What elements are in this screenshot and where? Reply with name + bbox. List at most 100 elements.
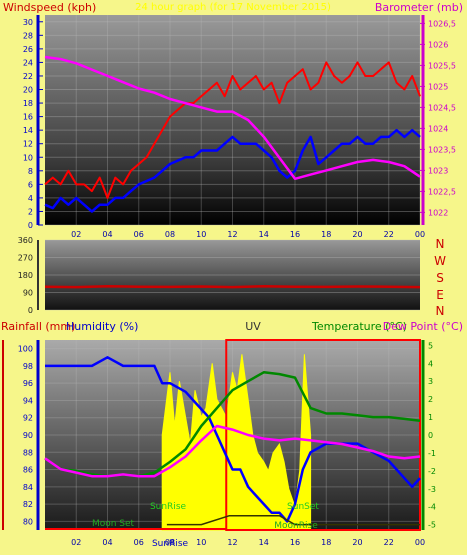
compass-label-w: W	[434, 254, 446, 268]
humidity-time-tick-label: 00	[415, 538, 425, 547]
temperature-tick-label: 4	[428, 359, 433, 368]
dewpoint-axis-title: Dew Point (°C)	[383, 320, 463, 333]
barometer-tick-label: 1024,5	[428, 103, 456, 112]
humidity-line	[45, 356, 421, 523]
barometer-tick-label: 1026	[428, 40, 448, 49]
windspeed-tick-label: 18	[23, 99, 33, 108]
wind-time-axis: 02 04 06 08 10 12 14 16 18 20 22 00	[71, 230, 425, 239]
humidity-time-tick-label: 22	[384, 538, 394, 547]
wind-time-tick-label: 18	[321, 230, 331, 239]
humidity-tick-label: 98	[23, 362, 33, 371]
wind-panel-background	[45, 15, 420, 225]
wind-series	[44, 55, 421, 213]
humidity-time-tick-label: 08	[165, 538, 175, 547]
moonset-label: Moon Set	[92, 519, 135, 529]
humidity-tick-label: 90	[23, 431, 33, 440]
temperature-tick-label: -1	[428, 449, 436, 458]
temperature-tick-label: -3	[428, 485, 436, 494]
dewpoint-line	[44, 424, 421, 478]
wind-time-tick-label: 10	[196, 230, 206, 239]
direction-panel-grid	[45, 239, 420, 311]
windspeed-tick-label: 30	[23, 18, 33, 27]
direction-axis: 0 90 180 270 360	[18, 236, 33, 315]
direction-line	[44, 285, 421, 289]
humidity-time-tick-label: 02	[71, 538, 81, 547]
windspeed-tick-label: 12	[23, 140, 33, 149]
windspeed-tick-label: 4	[28, 194, 33, 203]
barometer-axis: 1022 1022,5 1023 1023,5 1024 1024,5 1025 1025,5…	[420, 19, 456, 217]
windspeed-tick-label: 6	[28, 180, 33, 189]
direction-tick-label: 270	[18, 254, 33, 263]
wind-time-tick-label: 16	[290, 230, 300, 239]
humidity-time-tick-label: 10	[196, 538, 206, 547]
barometer-tick-label: 1023	[428, 166, 448, 175]
wind-time-tick-label: 20	[352, 230, 362, 239]
wind-time-tick-label: 00	[415, 230, 425, 239]
compass-label-s: S	[436, 271, 444, 285]
barometer-tick-label: 1025	[428, 82, 448, 91]
windspeed-tick-label: 24	[23, 58, 33, 67]
temperature-tick-label: -4	[428, 503, 436, 512]
windspeed-tick-label: 20	[23, 86, 33, 95]
direction-tick-label: 360	[18, 236, 33, 245]
temperature-tick-label: 3	[428, 377, 433, 386]
gust-line	[44, 61, 421, 199]
humidity-time-tick-label: 04	[102, 538, 112, 547]
uv-title: UV	[245, 320, 261, 333]
wind-time-tick-label: 08	[165, 230, 175, 239]
windspeed-tick-label: 2	[28, 207, 33, 216]
compass-label-n-top: N	[436, 237, 445, 251]
humidity-time-tick-label: 18	[321, 538, 331, 547]
graph-title: 24 hour graph (for 17 November 2015)	[135, 2, 331, 13]
humidity-time-tick-label: 12	[227, 538, 237, 547]
sunrise-axis-label: SunRise	[152, 539, 189, 549]
rainfall-axis-title: Rainfall (mm)	[1, 320, 75, 333]
wind-time-tick-label: 06	[134, 230, 144, 239]
humidity-tick-label: 86	[23, 466, 33, 475]
direction-tick-label: 0	[28, 306, 33, 315]
compass-label-n-bottom: N	[436, 304, 445, 318]
temperature-tick-label: 5	[428, 341, 433, 350]
direction-tick-label: 90	[23, 289, 33, 298]
humidity-series	[44, 339, 421, 531]
temperature-tick-label: -2	[428, 467, 436, 476]
temperature-tick-label: -5	[428, 521, 436, 530]
barometer-tick-label: 1022,5	[428, 187, 456, 196]
temperature-tick-label: 1	[428, 413, 433, 422]
windspeed-tick-label: 8	[28, 167, 33, 176]
humidity-tick-label: 82	[23, 500, 33, 509]
humidity-tick-label: 94	[23, 396, 33, 405]
moonrise-label: MoonRise	[274, 521, 318, 531]
humidity-axis: 80 82 84 86 88 90 92 94 96 98 100	[18, 345, 33, 527]
barometer-tick-label: 1022	[428, 208, 448, 217]
wind-time-tick-label: 12	[227, 230, 237, 239]
wind-time-tick-label: 02	[71, 230, 81, 239]
wind-time-tick-label: 14	[259, 230, 269, 239]
daylight-box	[225, 339, 421, 531]
moon-line	[166, 514, 420, 526]
temperature-axis-title: Temperature (°C)	[311, 320, 407, 333]
sunset-label: SunSet	[287, 502, 319, 512]
temperature-tick-label: 2	[428, 395, 433, 404]
temperature-tick-label: 0	[428, 431, 433, 440]
windspeed-tick-label: 22	[23, 72, 33, 81]
windspeed-tick-label: 28	[23, 31, 33, 40]
wind-time-tick-label: 22	[384, 230, 394, 239]
humidity-tick-label: 96	[23, 379, 33, 388]
humidity-tick-label: 84	[23, 483, 33, 492]
humidity-tick-label: 88	[23, 448, 33, 457]
windspeed-tick-label: 10	[23, 153, 33, 162]
wind-time-tick-label: 04	[102, 230, 112, 239]
windspeed-tick-label: 16	[23, 113, 33, 122]
humidity-time-tick-label: 14	[259, 538, 269, 547]
humidity-tick-label: 92	[23, 414, 33, 423]
barometer-axis-title: Barometer (mb)	[375, 1, 463, 14]
sunrise-label: SunRise	[150, 502, 187, 512]
direction-series	[44, 285, 421, 289]
temperature-axis: -5 -4 -3 -2 -1 0 1 2 3 4 5	[428, 341, 436, 529]
direction-panel-background	[45, 240, 420, 310]
compass-label-e: E	[436, 288, 444, 302]
direction-tick-label: 180	[18, 271, 33, 280]
compass-labels: N W S E N	[434, 237, 446, 318]
